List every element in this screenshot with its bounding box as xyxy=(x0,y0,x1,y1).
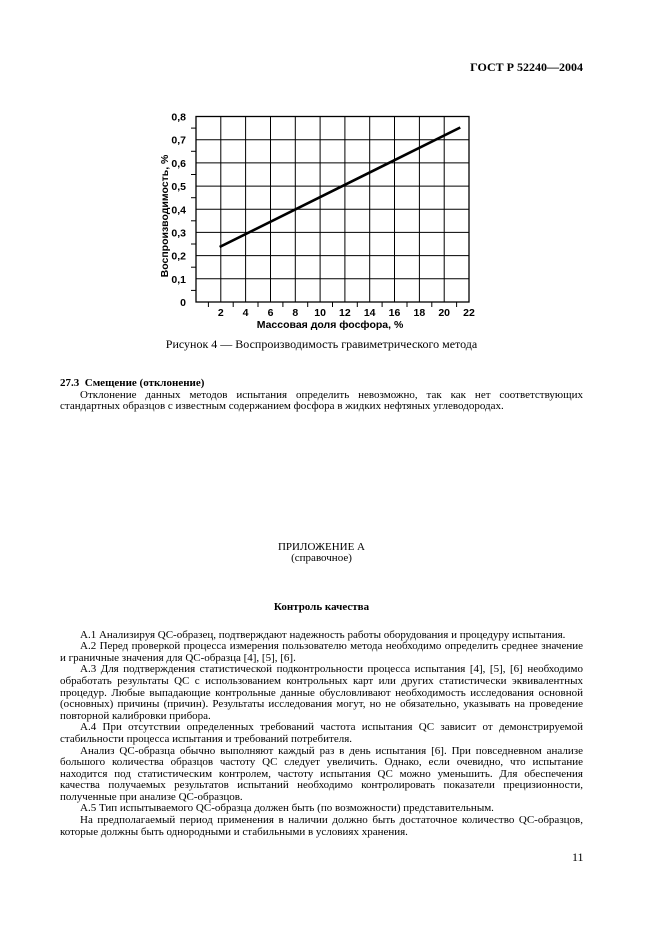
svg-text:0,2: 0,2 xyxy=(171,251,186,263)
svg-text:0,7: 0,7 xyxy=(171,135,186,147)
svg-text:2: 2 xyxy=(218,307,224,319)
svg-text:18: 18 xyxy=(414,307,426,319)
svg-text:8: 8 xyxy=(292,307,298,319)
svg-text:12: 12 xyxy=(339,307,351,319)
svg-text:10: 10 xyxy=(314,307,326,319)
svg-text:Массовая доля фосфора, %: Массовая доля фосфора, % xyxy=(257,319,404,330)
svg-text:0,3: 0,3 xyxy=(171,227,186,239)
svg-text:0,5: 0,5 xyxy=(171,181,186,193)
svg-text:0: 0 xyxy=(180,297,186,309)
svg-text:0,8: 0,8 xyxy=(171,112,186,124)
svg-text:Воспроизводимость, %: Воспроизводимость, % xyxy=(159,154,171,277)
svg-text:22: 22 xyxy=(463,307,475,319)
svg-text:0,4: 0,4 xyxy=(171,204,186,216)
svg-text:6: 6 xyxy=(268,307,274,319)
svg-text:20: 20 xyxy=(438,307,450,319)
svg-text:16: 16 xyxy=(389,307,401,319)
svg-text:14: 14 xyxy=(364,307,376,319)
svg-text:4: 4 xyxy=(243,307,249,319)
svg-text:0,1: 0,1 xyxy=(171,274,186,286)
svg-text:0,6: 0,6 xyxy=(171,158,186,170)
